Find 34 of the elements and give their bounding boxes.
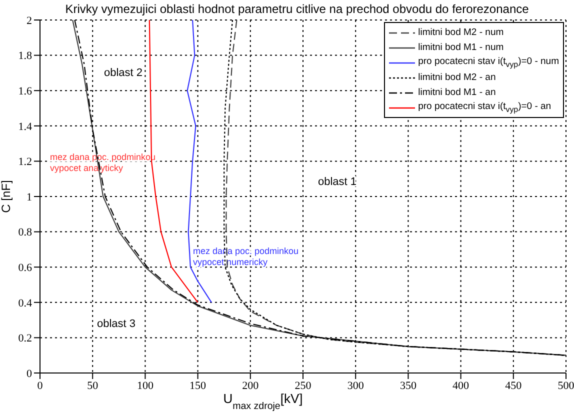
x-tick-label: 500	[558, 380, 574, 392]
y-tick-label: 1.4	[18, 120, 32, 133]
x-tick-label: 0	[37, 380, 44, 392]
y-axis-title: C [nF]	[0, 180, 13, 213]
legend-label: pro pocatecni stav i(t$_{vyp}$)=0 - num	[418, 56, 559, 69]
x-tick-label: 50	[87, 380, 99, 392]
y-tick-label: 1.2	[18, 156, 32, 168]
legend-label: limitni bod M1 - num	[418, 42, 504, 53]
legend-label: limitni bod M2 - num	[418, 27, 504, 38]
y-tick-label: 0.6	[18, 262, 32, 274]
y-tick-label: 0.4	[18, 297, 32, 310]
x-tick-label: 350	[400, 380, 417, 392]
annotation: oblast 1	[318, 176, 357, 188]
x-tick-label: 300	[347, 380, 364, 392]
x-tick-label: 250	[294, 380, 312, 392]
x-tick-label: 400	[452, 380, 470, 392]
x-axis-title: U$_{max zdroje}$[kV]	[223, 391, 303, 412]
chart-title: Krivky vymezujici oblasti hodnot parametru citlive na prechod obvodu do ferorezonance	[65, 2, 530, 16]
y-tick-label: 1	[26, 191, 32, 204]
legend-label: limitni bod M1 - an	[418, 87, 496, 98]
annotation: oblast 3	[97, 318, 136, 330]
legend-label: pro pocatecni stav i(t$_{vyp}$)=0 - an	[418, 101, 552, 114]
x-tick-label: 450	[505, 380, 522, 392]
x-tick-label: 200	[242, 380, 260, 392]
x-tick-label: 150	[190, 380, 207, 392]
y-tick-label: 0.8	[18, 226, 32, 239]
y-tick-label: 1.8	[18, 50, 32, 62]
x-tick-label: 100	[136, 380, 154, 392]
y-tick-label: 0	[26, 368, 32, 380]
legend-label: limitni bod M2 - an	[418, 72, 496, 83]
y-tick-label: 0.2	[18, 332, 32, 345]
y-tick-label: 1.6	[18, 86, 32, 98]
annotation: oblast 2	[104, 67, 143, 79]
y-tick-label: 2	[26, 14, 32, 27]
